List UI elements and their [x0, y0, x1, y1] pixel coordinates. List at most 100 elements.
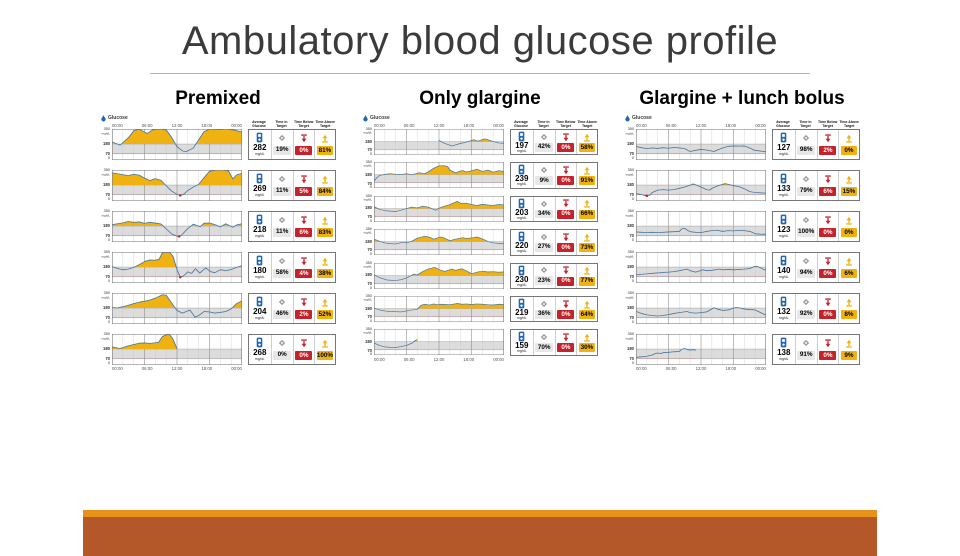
y-tick-label: 180 — [103, 304, 110, 310]
time-tick-label: 00:00 — [636, 366, 647, 371]
target-icon — [803, 176, 810, 183]
time-in-target-cell: 27% — [532, 230, 555, 255]
time-above-target-cell: 38% — [313, 253, 335, 282]
time-in-target-cell: 92% — [794, 294, 817, 323]
agp-chart — [374, 229, 504, 256]
y-tick-label: 180 — [627, 181, 634, 187]
time-below-target-cell: 0% — [816, 294, 838, 323]
glucose-sensor-icon — [518, 265, 525, 276]
stats-header-label: Time Below Target — [293, 119, 314, 128]
time-above-target-cell: 8% — [837, 294, 859, 323]
agp-chart — [636, 129, 766, 160]
time-tick-label: 18:00 — [725, 123, 737, 128]
title-divider — [150, 73, 810, 74]
y-tick-label: 350 — [103, 332, 110, 337]
time-in-target-cell: 42% — [532, 130, 555, 155]
time-below-target-value: 0% — [295, 351, 313, 360]
target-icon — [803, 340, 810, 347]
time-in-target-cell: 79% — [794, 171, 817, 200]
avg-glucose-cell: 239 mg/dL — [511, 163, 533, 187]
time-above-target-cell: 9% — [837, 335, 859, 364]
time-below-target-value: 2% — [819, 146, 837, 155]
time-above-target-cell: 66% — [575, 196, 597, 222]
time-in-target-cell: 34% — [532, 196, 555, 222]
time-below-target-cell: 2% — [816, 130, 838, 159]
y-tick-label: mg/dL — [625, 213, 634, 218]
time-above-target-cell: 83% — [313, 212, 335, 241]
glucose-sensor-icon — [780, 214, 787, 225]
target-icon — [541, 334, 548, 341]
time-in-target-value: 91% — [797, 350, 816, 360]
time-below-target-cell: 0% — [554, 230, 576, 255]
below-target-icon — [301, 298, 307, 307]
stats-wrap: 269 mg/dL 11% 5% 84% — [248, 170, 336, 201]
time-above-target-cell: 84% — [313, 171, 335, 200]
daily-stats-box: 269 mg/dL 11% 5% 84% — [248, 170, 336, 201]
daily-stats-box: 219 mg/dL 36% 0% 64% — [510, 296, 598, 323]
above-target-icon — [322, 257, 328, 266]
above-target-icon — [322, 339, 328, 348]
y-tick-label: 0 — [631, 238, 634, 243]
glucose-sensor-icon — [256, 255, 263, 266]
time-above-target-value: 9% — [840, 351, 858, 360]
avg-glucose-unit: mg/dL — [517, 316, 527, 321]
target-icon — [541, 267, 548, 274]
time-above-target-cell: 100% — [313, 335, 335, 364]
glucose-sensor-icon — [256, 296, 263, 307]
y-tick-label: 350 — [627, 250, 634, 255]
y-tick-label: mg/dL — [363, 230, 372, 235]
daily-stats-box: 127 mg/dL 98% 2% 0% — [772, 129, 860, 160]
time-below-target-cell: 6% — [292, 212, 314, 241]
avg-glucose-unit: mg/dL — [779, 152, 789, 157]
avg-glucose-cell: 140 mg/dL — [773, 253, 795, 282]
time-tick-label: 00:00 — [493, 123, 504, 128]
time-in-target-cell: 70% — [532, 330, 555, 355]
avg-glucose-cell: 123 mg/dL — [773, 212, 795, 241]
time-tick-label: 06:00 — [665, 366, 677, 371]
time-tick-label: 12:00 — [695, 123, 707, 128]
time-in-target-cell: 23% — [532, 263, 555, 289]
time-axis: 00:00 06:00 12:00 18:00 00:00 — [112, 123, 242, 128]
column-panel: Glucose 00:00 06:00 12:00 18:00 00:00 350 mg/dL… — [623, 113, 861, 371]
time-in-target-value: 92% — [797, 309, 816, 319]
avg-glucose-cell: 282 mg/dL — [249, 130, 271, 159]
time-tick-label: 06:00 — [141, 123, 153, 128]
time-above-target-cell: 30% — [575, 330, 597, 355]
glucose-sensor-icon — [518, 298, 525, 309]
avg-glucose-cell: 269 mg/dL — [249, 171, 271, 200]
time-below-target-value: 0% — [557, 276, 575, 286]
agp-chart — [636, 293, 766, 324]
avg-glucose-value: 123 — [777, 225, 791, 235]
time-in-target-cell: 91% — [794, 335, 817, 364]
stats-wrap: 132 mg/dL 92% 0% 8% — [772, 293, 860, 324]
avg-glucose-unit: mg/dL — [255, 275, 265, 280]
daily-stats-box: 282 mg/dL 19% 0% 81% — [248, 129, 336, 160]
time-tick-label: 06:00 — [403, 123, 415, 128]
y-tick-label: 70 — [367, 147, 372, 153]
avg-glucose-cell: 197 mg/dL — [511, 130, 533, 154]
agp-chart — [636, 211, 766, 242]
y-tick-label: mg/dL — [101, 336, 110, 341]
stats-wrap: 230 mg/dL 23% 0% 77% — [510, 262, 598, 290]
time-in-target-value: 79% — [797, 186, 816, 196]
y-tick-label: 0 — [107, 238, 110, 243]
time-in-target-value: 11% — [273, 227, 292, 237]
y-tick-label: 70 — [629, 232, 634, 238]
stats-wrap: Average Glucose Time in Target Time Below … — [772, 120, 860, 160]
time-below-target-cell: 0% — [816, 212, 838, 241]
y-tick-label: 180 — [627, 140, 634, 146]
target-icon — [803, 217, 810, 224]
glucose-sensor-icon — [256, 173, 263, 184]
y-tick-label: 70 — [629, 191, 634, 197]
y-axis-labels: 350 mg/dL 180 70 0 — [623, 333, 636, 366]
above-target-icon — [846, 134, 852, 143]
accent-bar-main-stripe — [83, 517, 877, 556]
glucose-sensor-icon — [780, 296, 787, 307]
below-target-icon — [563, 166, 569, 175]
below-target-icon — [563, 132, 569, 141]
chart-legend: Glucose — [101, 113, 337, 122]
day-row: 350 mg/dL 180 70 0 133 mg/dL 79% 6% 15% — [623, 169, 861, 201]
time-tick-label: 18:00 — [201, 123, 213, 128]
above-target-icon — [322, 216, 328, 225]
agp-chart — [112, 252, 242, 283]
